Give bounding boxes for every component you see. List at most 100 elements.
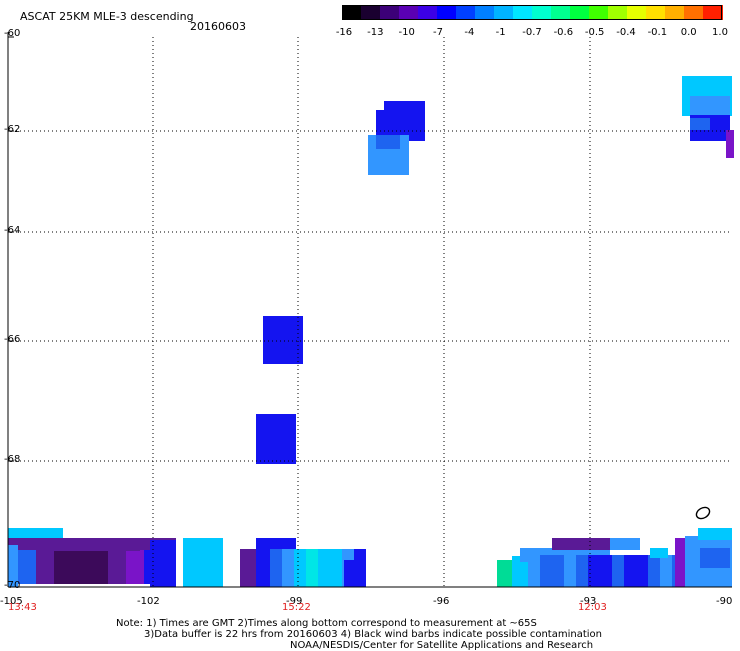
wind-cell — [376, 135, 400, 149]
map-date: 20160603 — [190, 20, 246, 33]
wind-cell — [240, 549, 258, 587]
x-tick-label: -93 — [580, 596, 597, 607]
colorbar-tick-label: -10 — [398, 27, 415, 38]
colorbar-swatch — [627, 5, 647, 20]
island-outline — [695, 506, 711, 520]
x-tick-label: -99 — [286, 596, 303, 607]
x-tick-label: -105 — [0, 596, 23, 607]
colorbar-tick-label: -0.7 — [522, 27, 542, 38]
colorbar-swatch — [608, 5, 628, 20]
colorbar-swatch — [380, 5, 400, 20]
y-tick-label: -68 — [4, 454, 21, 465]
wind-cell — [318, 549, 330, 587]
wind-cell — [512, 556, 530, 587]
colorbar-swatch — [532, 5, 552, 20]
time-label: 15:22 — [282, 602, 311, 613]
wind-cell — [256, 414, 296, 464]
colorbar-swatch — [361, 5, 381, 20]
wind-cell — [8, 528, 63, 540]
colorbar-swatch — [665, 5, 685, 20]
colorbar-tick-label: -1 — [495, 27, 506, 38]
colorbar-swatch — [684, 5, 704, 20]
colorbar-swatch — [437, 5, 457, 20]
wind-cell — [282, 549, 294, 587]
wind-cell — [40, 545, 140, 551]
wind-cell — [108, 550, 126, 584]
wind-cell — [183, 538, 223, 587]
colorbar-swatch — [570, 5, 590, 20]
map-title: ASCAT 25KM MLE-3 descending — [20, 10, 194, 23]
wind-cell — [150, 540, 176, 587]
colorbar-tick-label: 0.0 — [680, 27, 697, 38]
wind-cell — [528, 555, 540, 587]
colorbar-swatch — [456, 5, 476, 20]
wind-cell — [36, 550, 54, 584]
colorbar-swatch — [399, 5, 419, 20]
colorbar-swatch — [589, 5, 609, 20]
colorbar: -16 -13 -10 -7 -4 -1 -0.7 -0.6 -0.5 -0.4 -0.1 0.0 1.… — [336, 0, 728, 40]
colorbar-tick-label: -7 — [433, 27, 443, 38]
y-tick-label: -70 — [4, 580, 21, 591]
colorbar-tick-label: -0.6 — [553, 27, 574, 38]
wind-cell — [726, 130, 734, 158]
wind-cell — [588, 555, 600, 587]
wind-cell — [18, 550, 36, 584]
wind-cell — [650, 548, 668, 558]
note-line-3: NOAA/NESDIS/Center for Satellite Applica… — [290, 640, 594, 651]
time-label: 13:43 — [8, 602, 37, 613]
colorbar-tick-label: -0.5 — [584, 27, 605, 38]
time-label: 12:03 — [578, 602, 607, 613]
wind-cell — [263, 316, 303, 364]
colorbar-tick-label: -0.4 — [616, 27, 636, 38]
x-tick-label: -90 — [716, 596, 733, 607]
wind-cell — [636, 555, 648, 587]
wind-cell — [624, 555, 636, 587]
y-tick-label: -62 — [4, 124, 21, 135]
note-line-1: Note: 1) Times are GMT 2)Times along bot… — [116, 618, 537, 629]
wind-cell — [700, 548, 730, 568]
wind-cell — [660, 555, 672, 587]
wind-cell — [600, 555, 612, 587]
colorbar-tick-label: -16 — [335, 27, 353, 38]
colorbar-tick-label: 1.0 — [712, 27, 728, 38]
colorbar-swatch — [494, 5, 514, 20]
colorbar-tick-label: -13 — [367, 27, 384, 38]
y-tick-label: -60 — [4, 28, 21, 39]
wind-cell — [698, 528, 732, 540]
wind-cell — [270, 549, 282, 587]
colorbar-swatch — [418, 5, 438, 20]
colorbar-swatch — [475, 5, 495, 20]
wind-cell — [648, 555, 660, 587]
wind-cell — [90, 550, 108, 584]
wind-cell — [306, 549, 318, 587]
colorbar-swatch — [703, 5, 723, 20]
wind-cell — [576, 555, 588, 587]
wind-cell — [552, 538, 612, 550]
y-tick-label: -66 — [4, 334, 21, 345]
wind-cell — [690, 96, 730, 118]
wind-cell — [612, 555, 624, 587]
colorbar-swatch — [513, 5, 533, 20]
wind-cell — [72, 550, 90, 584]
wind-cell — [675, 538, 687, 587]
y-tick-label: -64 — [4, 225, 21, 236]
wind-cell — [344, 560, 361, 587]
x-tick-label: -96 — [433, 596, 450, 607]
wind-cell — [294, 549, 306, 587]
wind-cell — [8, 545, 18, 587]
wind-cell — [126, 550, 144, 584]
wind-cell — [552, 555, 564, 587]
wind-cell — [564, 555, 576, 587]
note-line-2: 3)Data buffer is 22 hrs from 20160603 4)… — [144, 629, 602, 640]
colorbar-tick-label: -4 — [464, 27, 475, 38]
x-tick-label: -102 — [137, 596, 160, 607]
colorbar-swatch — [551, 5, 571, 20]
wind-cell — [384, 101, 425, 141]
wind-cell — [540, 555, 552, 587]
colorbar-swatch — [646, 5, 666, 20]
wind-cell — [610, 538, 640, 550]
wind-cell — [330, 549, 342, 587]
colorbar-frame — [342, 5, 722, 20]
wind-cell — [54, 550, 72, 584]
